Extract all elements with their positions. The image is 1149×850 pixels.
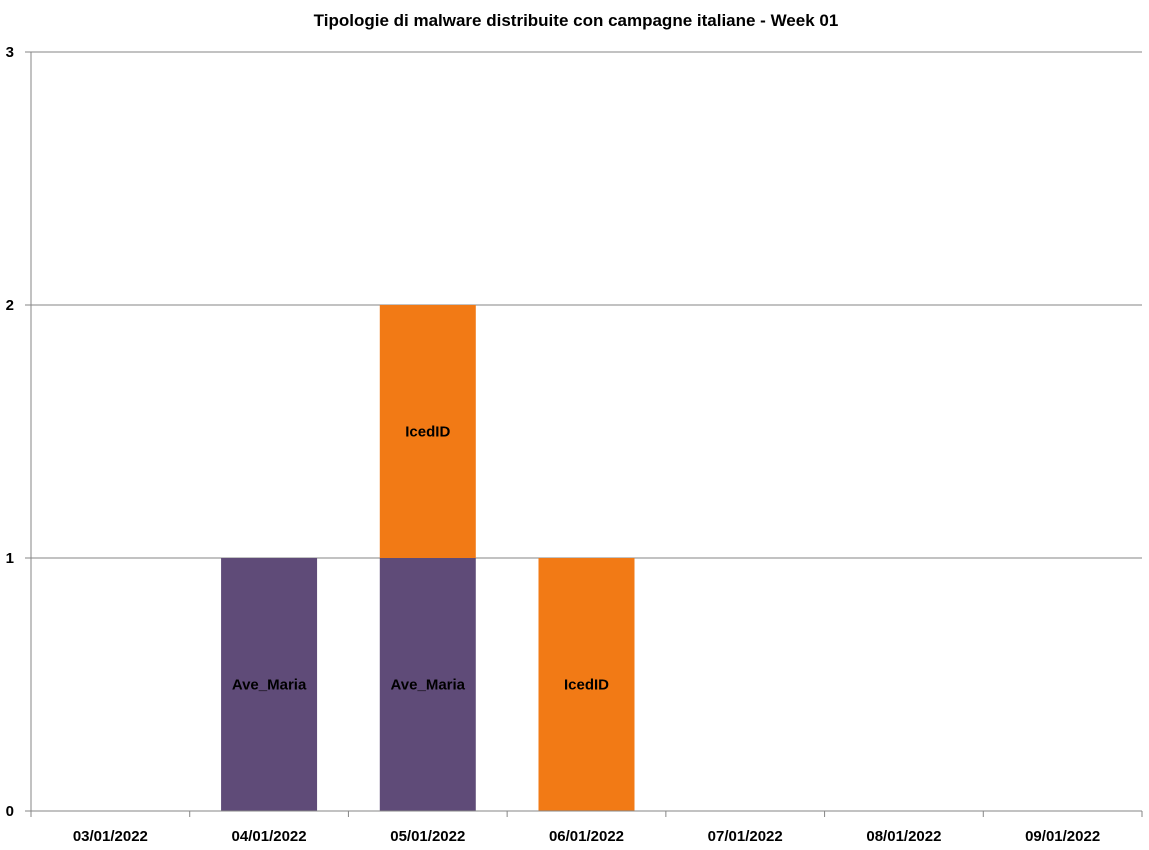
x-tick-label: 05/01/2022 bbox=[390, 828, 465, 845]
x-tick-label: 04/01/2022 bbox=[232, 828, 307, 845]
chart-title: Tipologie di malware distribuite con cam… bbox=[314, 11, 839, 30]
y-tick-label: 2 bbox=[6, 297, 14, 314]
data-label: IcedID bbox=[564, 677, 609, 694]
data-label: IcedID bbox=[405, 424, 450, 441]
gridlines bbox=[31, 51, 1142, 559]
data-label: Ave_Maria bbox=[232, 677, 307, 694]
x-tick-labels: 03/01/2022 04/01/2022 05/01/2022 06/01/2022… bbox=[73, 828, 1100, 845]
bar-icedid bbox=[538, 558, 635, 811]
x-tick-label: 03/01/2022 bbox=[73, 828, 148, 845]
y-tick-label: 1 bbox=[6, 550, 14, 567]
x-tick-label: 08/01/2022 bbox=[866, 828, 941, 845]
data-label: Ave_Maria bbox=[391, 677, 466, 694]
y-tick-labels: 0 1 2 3 bbox=[6, 44, 14, 820]
x-tick-label: 07/01/2022 bbox=[708, 828, 783, 845]
bar-ave-maria bbox=[221, 558, 318, 811]
x-tick-label: 09/01/2022 bbox=[1025, 828, 1100, 845]
bar-ave-maria bbox=[379, 558, 476, 811]
axes bbox=[25, 51, 1143, 817]
bar-labels: Ave_Maria Ave_Maria IcedID IcedID bbox=[232, 424, 609, 694]
y-tick-label: 0 bbox=[6, 803, 14, 820]
y-tick-label: 3 bbox=[6, 44, 14, 61]
bar-icedid bbox=[379, 305, 476, 558]
x-tick-label: 06/01/2022 bbox=[549, 828, 624, 845]
bars bbox=[221, 305, 635, 811]
